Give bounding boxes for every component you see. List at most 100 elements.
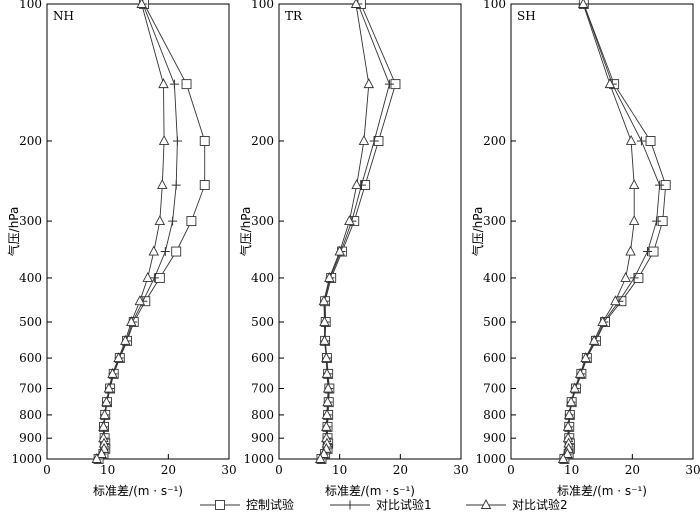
- data-point-triangle: [588, 334, 600, 345]
- data-point-triangle: [318, 295, 330, 306]
- x-tick-label: 10: [332, 463, 347, 477]
- y-tick-label: 700: [251, 382, 274, 396]
- data-point-triangle: [107, 367, 118, 378]
- data-point-plus: [652, 216, 662, 226]
- data-point-triangle: [580, 352, 591, 363]
- data-point-triangle: [574, 367, 586, 378]
- plot-frame: [510, 3, 694, 460]
- y-tick-label: 500: [483, 315, 506, 329]
- data-point-triangle: [321, 367, 333, 378]
- y-tick-label: 700: [19, 382, 42, 396]
- data-point-plus: [655, 180, 665, 190]
- data-point-triangle: [610, 295, 621, 306]
- data-point-triangle: [334, 245, 345, 256]
- data-point-triangle: [351, 179, 362, 190]
- data-point-plus: [171, 180, 181, 190]
- series-triangle: [91, 0, 170, 463]
- data-point-plus: [636, 136, 646, 146]
- y-tick-label: 1000: [475, 452, 506, 466]
- data-point-triangle: [99, 408, 110, 419]
- legend-item: 对比试验1: [330, 497, 432, 512]
- legend-item: 控制试验: [200, 497, 294, 512]
- y-tick-label: 400: [483, 271, 506, 285]
- panel-label: TR: [285, 9, 303, 23]
- legend-label: 控制试验: [246, 497, 294, 512]
- data-point-triangle: [136, 0, 147, 8]
- y-axis-title: 气压/hPa: [238, 207, 253, 257]
- panel-label: SH: [517, 9, 536, 23]
- legend-label: 对比试验1: [376, 497, 432, 512]
- y-tick-label: 900: [483, 431, 506, 445]
- data-point-triangle: [134, 295, 146, 306]
- x-tick-label: 10: [564, 463, 579, 477]
- data-point-triangle: [98, 420, 109, 431]
- data-point-square: [171, 246, 182, 257]
- data-point-plus: [172, 136, 182, 146]
- data-point-plus: [160, 247, 170, 257]
- y-tick-label: 800: [483, 408, 506, 422]
- legend-marker-plus: [345, 500, 355, 510]
- y-tick-label: 800: [251, 408, 274, 422]
- y-tick-label: 600: [483, 351, 506, 365]
- y-tick-label: 300: [483, 214, 506, 228]
- data-point-triangle: [562, 448, 573, 458]
- data-point-square: [181, 79, 192, 90]
- y-tick-label: 200: [483, 134, 506, 148]
- y-tick-label: 300: [251, 214, 274, 228]
- series-square: [316, 0, 401, 464]
- series-triangle: [557, 0, 640, 463]
- data-point-triangle: [628, 215, 640, 226]
- data-point-triangle: [103, 382, 115, 393]
- legend-marker-square: [215, 500, 225, 510]
- data-point-triangle: [321, 420, 332, 431]
- x-tick-label: 0: [275, 463, 283, 477]
- data-point-triangle: [577, 0, 589, 8]
- series-triangle: [315, 0, 375, 463]
- data-point-square: [199, 136, 210, 146]
- y-tick-label: 500: [251, 315, 274, 329]
- data-point-triangle: [154, 215, 166, 226]
- data-point-triangle: [157, 179, 168, 190]
- x-tick-label: 30: [453, 463, 468, 477]
- y-tick-label: 100: [19, 0, 42, 11]
- data-point-triangle: [158, 135, 170, 145]
- data-point-triangle: [569, 382, 580, 393]
- x-tick-label: 20: [393, 463, 408, 477]
- data-point-triangle: [625, 135, 637, 145]
- y-tick-label: 300: [19, 214, 42, 228]
- data-point-triangle: [324, 271, 335, 282]
- x-tick-label: 0: [507, 463, 515, 477]
- y-tick-label: 400: [251, 271, 274, 285]
- data-point-plus: [384, 79, 394, 89]
- data-point-triangle: [148, 245, 160, 256]
- plot-frame: [46, 3, 230, 460]
- x-tick-label: 20: [625, 463, 640, 477]
- x-tick-label: 0: [43, 463, 51, 477]
- y-tick-label: 900: [19, 431, 42, 445]
- data-point-triangle: [315, 453, 326, 463]
- data-point-plus: [629, 273, 639, 283]
- data-point-triangle: [321, 408, 333, 419]
- data-point-plus: [643, 247, 652, 257]
- data-point-triangle: [142, 271, 153, 282]
- data-point-triangle: [322, 396, 333, 407]
- x-tick-label: 10: [100, 463, 115, 477]
- series-plus: [559, 0, 665, 464]
- data-point-triangle: [620, 271, 631, 282]
- data-point-plus: [169, 79, 179, 89]
- x-tick-label: 30: [685, 463, 700, 477]
- data-point-triangle: [318, 448, 330, 458]
- data-point-square: [199, 180, 210, 191]
- y-tick-label: 1000: [11, 452, 42, 466]
- data-point-triangle: [628, 179, 640, 190]
- y-tick-label: 900: [251, 431, 274, 445]
- data-point-triangle: [363, 78, 375, 89]
- data-point-triangle: [96, 448, 107, 458]
- data-point-triangle: [604, 78, 616, 89]
- legend-item: 对比试验2: [466, 497, 568, 512]
- data-point-triangle: [321, 352, 332, 363]
